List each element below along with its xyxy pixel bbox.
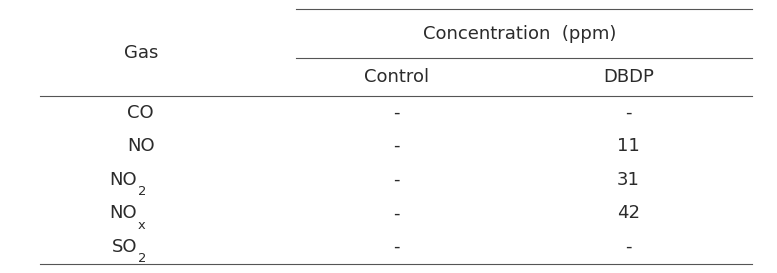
Text: 2: 2	[138, 253, 146, 265]
Text: -: -	[393, 104, 399, 122]
Text: Control: Control	[364, 68, 429, 86]
Text: 42: 42	[617, 204, 640, 222]
Text: CO: CO	[127, 104, 154, 122]
Text: -: -	[625, 238, 632, 256]
Text: -: -	[393, 204, 399, 222]
Text: -: -	[393, 171, 399, 189]
Text: x: x	[138, 219, 145, 232]
Text: 11: 11	[617, 137, 640, 155]
Text: -: -	[393, 238, 399, 256]
Text: NO: NO	[127, 137, 155, 155]
Text: -: -	[393, 137, 399, 155]
Text: DBDP: DBDP	[603, 68, 654, 86]
Text: SO: SO	[111, 238, 137, 256]
Text: 2: 2	[138, 185, 146, 198]
Text: Concentration  (ppm): Concentration (ppm)	[423, 25, 617, 43]
Text: NO: NO	[110, 204, 137, 222]
Text: Gas: Gas	[124, 44, 158, 62]
Text: 31: 31	[617, 171, 640, 189]
Text: -: -	[625, 104, 632, 122]
Text: NO: NO	[110, 171, 137, 189]
